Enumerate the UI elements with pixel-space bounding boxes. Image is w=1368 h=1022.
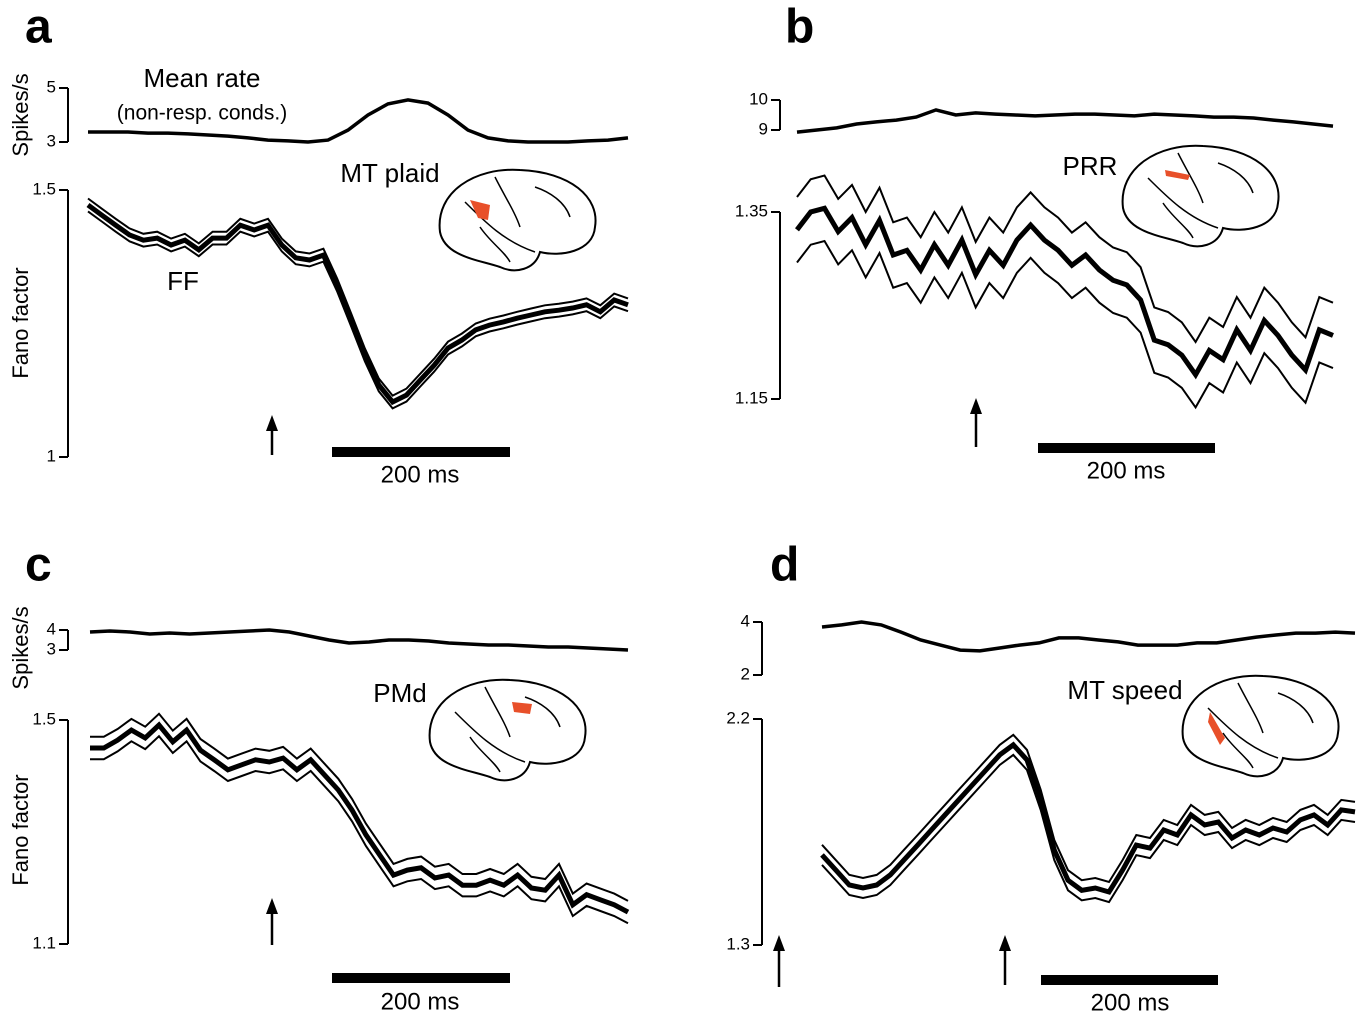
annotation: (non-resp. conds.) xyxy=(117,102,287,125)
scale-bar xyxy=(332,447,510,457)
y-tick-label: 1.5 xyxy=(32,179,56,198)
y-tick-label: 1.1 xyxy=(32,933,56,952)
scale-bar xyxy=(1038,443,1215,453)
y-axis-label: Spikes/s xyxy=(8,73,33,156)
error-band-upper xyxy=(796,174,1334,344)
y-tick-label: 10 xyxy=(749,89,768,108)
brain-sulcus xyxy=(1207,682,1314,769)
y-tick-label: 3 xyxy=(47,131,56,150)
scale-bar-label: 200 ms xyxy=(381,988,460,1015)
brain-sulcus xyxy=(1147,152,1254,239)
y-tick-label: 4 xyxy=(47,619,56,638)
y-tick-label: 1.5 xyxy=(32,709,56,728)
y-tick-label: 5 xyxy=(47,77,56,96)
y-tick-label: 2 xyxy=(741,664,750,683)
data-line xyxy=(86,202,629,406)
area-label: MT plaid xyxy=(340,158,439,188)
data-line xyxy=(88,98,629,144)
onset-arrow-head xyxy=(999,935,1011,951)
brain-sulcus xyxy=(464,176,571,263)
data-line xyxy=(89,628,629,652)
y-tick-label: 3 xyxy=(47,639,56,658)
onset-arrow-head xyxy=(266,415,278,431)
y-axis-label: Fano factor xyxy=(8,774,33,885)
error-band-upper xyxy=(90,712,629,902)
brain-area xyxy=(1208,712,1225,745)
brain-sulcus xyxy=(454,686,561,773)
onset-arrow-head xyxy=(773,935,785,951)
error-band-lower xyxy=(821,753,1356,904)
error-band-lower xyxy=(90,734,629,925)
data-line xyxy=(90,721,630,915)
panel-letter: a xyxy=(25,1,52,54)
data-line xyxy=(820,741,1356,895)
y-axis-label: Spikes/s xyxy=(8,606,33,689)
y-tick-label: 1 xyxy=(47,446,56,465)
y-tick-label: 1.3 xyxy=(726,934,750,953)
onset-arrow-head xyxy=(266,898,278,914)
scale-bar-label: 200 ms xyxy=(1091,989,1170,1016)
brain-area xyxy=(1165,170,1190,180)
onset-arrow-head xyxy=(970,398,982,414)
y-tick-label: 4 xyxy=(741,611,750,630)
y-tick-label: 2.2 xyxy=(726,708,750,727)
area-label: PMd xyxy=(373,678,426,708)
panel-letter: b xyxy=(785,1,814,54)
y-axis-label: Fano factor xyxy=(8,267,33,378)
brain-area xyxy=(512,702,532,714)
panel-letter: c xyxy=(25,539,52,592)
scale-bar xyxy=(332,973,510,983)
scale-bar-label: 200 ms xyxy=(381,461,460,488)
scale-bar-label: 200 ms xyxy=(1087,457,1166,484)
y-tick-label: 1.15 xyxy=(735,388,768,407)
y-tick-label: 1.35 xyxy=(735,201,768,220)
data-line xyxy=(795,205,1334,380)
area-label: MT speed xyxy=(1067,675,1182,705)
error-band-upper xyxy=(821,733,1356,884)
y-tick-label: 9 xyxy=(759,119,768,138)
panel-letter: d xyxy=(770,539,799,592)
data-line xyxy=(821,620,1356,653)
annotation: FF xyxy=(167,266,199,296)
annotation: Mean rate xyxy=(143,63,260,93)
data-line xyxy=(796,108,1334,134)
error-band-lower xyxy=(796,239,1334,410)
area-label: PRR xyxy=(1063,151,1118,181)
brain-area xyxy=(470,200,490,220)
scale-bar xyxy=(1041,975,1218,985)
